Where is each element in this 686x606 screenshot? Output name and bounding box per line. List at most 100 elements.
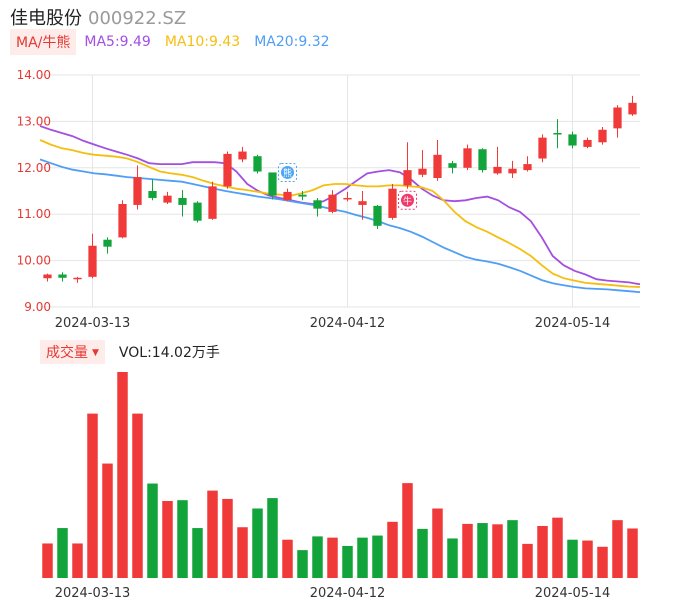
candlestick (373, 204, 382, 230)
candlestick (103, 237, 112, 254)
volume-bar (402, 483, 413, 578)
candle-body (463, 148, 472, 168)
signal-markers: 熊牛 (278, 162, 417, 210)
volume-bar (417, 528, 428, 578)
signal-marker: 熊 (278, 162, 297, 182)
date-tick-label: 2024-03-13 (55, 316, 131, 331)
candlestick (88, 233, 97, 279)
volume-bar (87, 413, 98, 578)
volume-bar (627, 528, 638, 578)
candle-body (118, 203, 127, 238)
candle-body (163, 195, 172, 203)
ma-indicator-selector[interactable]: MA/牛熊 (10, 29, 77, 55)
candlestick (43, 273, 52, 282)
candlestick (148, 179, 157, 201)
marker-label: 牛 (403, 195, 412, 207)
ma-legend: MA/牛熊 MA5:9.49 MA10:9.43 MA20:9.32 (10, 29, 344, 55)
ma5-legend: MA5:9.49 (84, 34, 151, 50)
candlestick (253, 154, 262, 174)
volume-bar (177, 500, 188, 578)
ma10-line (39, 139, 641, 288)
candle-body (103, 239, 112, 247)
moving-average-lines (39, 125, 641, 294)
volume-tag-label: 成交量 (46, 345, 88, 361)
price-axis-labels: 14.00 13.00 12.00 11.00 10.00 9.00 (17, 68, 51, 314)
candle-body (223, 153, 232, 187)
volume-bars (42, 372, 638, 578)
stock-name: 佳电股份 (10, 8, 82, 29)
volume-bar (192, 528, 203, 578)
stock-title: 佳电股份 000922.SZ (10, 4, 186, 30)
volume-bar (147, 483, 158, 578)
candlestick (523, 156, 532, 172)
candlestick (313, 197, 322, 217)
candle-body (193, 202, 202, 221)
candle-body (313, 200, 322, 209)
volume-bar (492, 524, 503, 578)
volume-bar (312, 536, 323, 578)
date-tick-label: 2024-04-12 (310, 316, 386, 331)
candlestick (493, 146, 502, 175)
volume-bar (282, 539, 293, 578)
candlestick (388, 184, 397, 220)
volume-bar (42, 543, 53, 578)
candle-body (568, 134, 577, 146)
candlestick (553, 119, 562, 149)
candle-body (583, 139, 592, 147)
candle-body (43, 274, 52, 279)
volume-bar (447, 538, 458, 578)
volume-value: VOL:14.02万手 (118, 345, 220, 361)
volume-indicator-selector[interactable]: 成交量 ▼ (40, 340, 105, 364)
volume-bar (207, 490, 218, 578)
volume-date-labels: 2024-03-13 2024-04-12 2024-05-14 (55, 586, 611, 601)
volume-bar (537, 525, 548, 578)
candle-body (178, 197, 187, 205)
price-grid (40, 74, 640, 308)
candle-body (298, 194, 307, 197)
candlestick (508, 160, 517, 179)
marker-label: 熊 (283, 167, 292, 179)
ma20-legend: MA20:9.32 (254, 34, 330, 50)
candlestick (418, 150, 427, 178)
candlesticks (43, 95, 637, 283)
candlestick (73, 276, 82, 283)
candle-body (148, 191, 157, 198)
candle-body (253, 156, 262, 172)
candle-body (58, 274, 67, 278)
ma5-line (39, 125, 641, 286)
marker-frame (398, 190, 417, 210)
marker-badge (401, 193, 414, 207)
candlestick (598, 126, 607, 145)
candlestick (478, 148, 487, 173)
candle-body (598, 129, 607, 143)
candle-body (628, 102, 637, 115)
candle-body (493, 166, 502, 174)
candle-body (553, 133, 562, 135)
volume-bar (357, 537, 368, 578)
volume-bar (477, 523, 488, 578)
volume-bar (72, 543, 83, 578)
candle-body (418, 168, 427, 175)
candle-body (433, 154, 442, 179)
candlestick (298, 191, 307, 201)
candlestick (628, 95, 637, 116)
date-tick-label: 2024-05-14 (535, 586, 611, 601)
volume-bar (597, 546, 608, 578)
price-date-labels: 2024-03-13 2024-04-12 2024-05-14 (55, 316, 611, 331)
candlestick (448, 160, 457, 174)
price-tick-label: 9.00 (24, 300, 51, 314)
candlestick (178, 190, 187, 217)
stock-code: 000922.SZ (88, 8, 187, 29)
candle-body (238, 151, 247, 160)
candle-body (283, 191, 292, 201)
price-tick-label: 10.00 (17, 254, 51, 268)
volume-bar (162, 501, 173, 578)
volume-bar (522, 543, 533, 578)
volume-bar (582, 540, 593, 578)
candle-body (133, 177, 142, 205)
price-tick-label: 12.00 (17, 161, 51, 175)
marker-frame (278, 162, 297, 182)
candlestick (58, 272, 67, 282)
volume-bar (567, 539, 578, 578)
